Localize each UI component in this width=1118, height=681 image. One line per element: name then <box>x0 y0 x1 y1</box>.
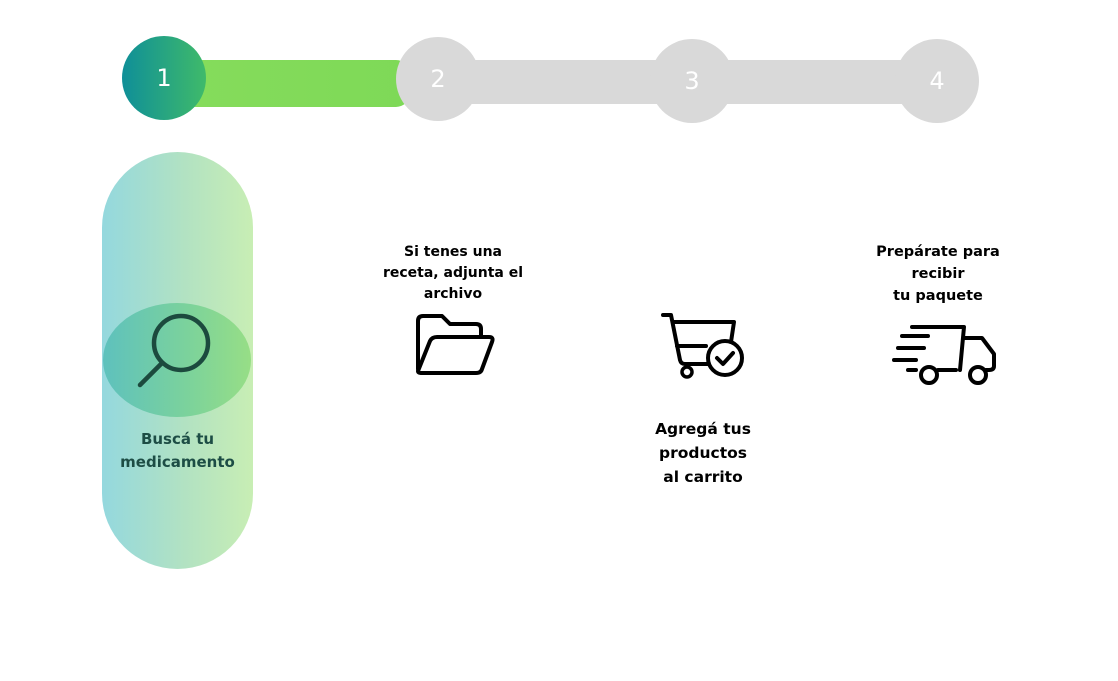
step-4-circle[interactable]: 4 <box>895 39 979 123</box>
step-3-circle[interactable]: 3 <box>650 39 734 123</box>
cart-check-icon <box>661 313 744 379</box>
delivery-truck-icon <box>892 325 996 385</box>
step-4-label: Prepárate para recibir tu paquete <box>876 244 1000 304</box>
step-1-circle[interactable]: 1 <box>122 36 206 120</box>
folder-open-icon <box>416 314 495 375</box>
step-number: 4 <box>929 67 945 95</box>
step-number: 3 <box>684 67 700 95</box>
step-1-label: Buscá tu medicamento <box>120 430 235 472</box>
step-2-label: Si tenes una receta, adjunta el archivo <box>382 244 524 302</box>
step-number: 2 <box>430 65 446 93</box>
progress-fill-1-2 <box>165 60 410 107</box>
search-icon <box>137 313 211 388</box>
step-2-circle[interactable]: 2 <box>396 37 480 121</box>
search-icon-background <box>103 303 251 417</box>
step-3-label: Agregá tus productos al carrito <box>655 420 751 487</box>
step-number: 1 <box>156 64 172 92</box>
